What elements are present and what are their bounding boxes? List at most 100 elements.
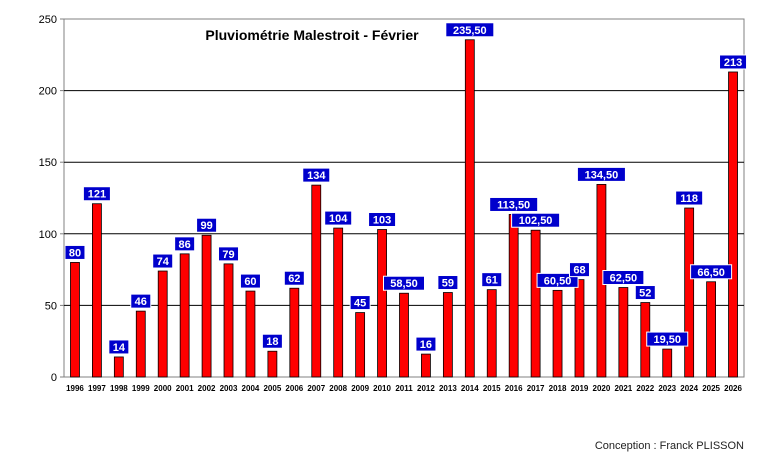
- x-tick-label: 2025: [702, 384, 720, 393]
- data-label-box: [152, 253, 174, 269]
- x-tick-label: 2021: [614, 384, 632, 393]
- y-tick-label: 200: [39, 86, 57, 98]
- bar: [179, 253, 190, 378]
- x-tick-label: 2026: [724, 384, 742, 393]
- data-label: 52: [639, 288, 651, 300]
- data-label: 104: [329, 213, 348, 225]
- bar: [267, 350, 278, 378]
- bar: [223, 263, 234, 378]
- data-label: 18: [266, 336, 278, 348]
- data-label-box: [349, 295, 371, 311]
- x-tick-label: 2010: [373, 384, 391, 393]
- data-label: 134: [307, 170, 326, 182]
- data-label: 61: [486, 275, 498, 287]
- x-axis-ticks: 1996 1997 1998 1999 2000 2001 2002 2003 2004 2005…: [66, 384, 742, 393]
- bar: [201, 234, 212, 378]
- data-label-box: [324, 210, 353, 226]
- bar: [618, 287, 629, 378]
- bar: [464, 39, 475, 378]
- data-label-box: [437, 275, 459, 291]
- x-tick-label: 1997: [88, 384, 106, 393]
- data-label-box: [108, 339, 130, 355]
- data-label: 118: [680, 193, 698, 205]
- bar: [508, 214, 519, 378]
- data-label: 58,50: [390, 278, 418, 290]
- data-label-box: [602, 270, 645, 285]
- x-tick-label: 2003: [220, 384, 238, 393]
- bar: [574, 279, 585, 378]
- x-tick-label: 2004: [242, 384, 260, 393]
- y-tick-label: 100: [39, 229, 57, 241]
- x-tick-label: 2002: [198, 384, 216, 393]
- data-label-box: [481, 272, 503, 288]
- x-tick-label: 2007: [307, 384, 325, 393]
- bar: [684, 207, 695, 378]
- data-labels: 80 121 14 46 74 86 99 79 60 18 62 134 104 45 103 58,50 1…: [64, 22, 748, 355]
- data-label: 80: [69, 247, 81, 259]
- data-label: 45: [354, 298, 366, 310]
- data-label: 60: [244, 276, 256, 288]
- data-label-box: [302, 167, 331, 183]
- x-tick-label: 2014: [461, 384, 479, 393]
- data-label: 213: [724, 57, 742, 69]
- y-tick-label: 250: [39, 14, 57, 26]
- x-tick-label: 2006: [285, 384, 303, 393]
- x-tick-label: 1996: [66, 384, 84, 393]
- data-label-box: [719, 54, 748, 70]
- data-label-box: [646, 331, 689, 347]
- chart-title: Pluviométrie Malestroit - Février: [205, 27, 419, 43]
- data-label-box: [415, 336, 437, 352]
- bar: [135, 310, 146, 378]
- data-label-box: [368, 212, 397, 228]
- data-label-box: [64, 244, 86, 260]
- data-label-box: [218, 246, 240, 262]
- data-label-box: [568, 262, 590, 278]
- data-label-box: [690, 264, 733, 280]
- x-tick-label: 2013: [439, 384, 457, 393]
- data-label-box: [82, 186, 111, 202]
- x-tick-label: 2015: [483, 384, 501, 393]
- bar: [442, 292, 453, 378]
- x-tick-label: 2001: [176, 384, 194, 393]
- bar: [662, 348, 673, 378]
- y-tick-label: 0: [51, 372, 57, 384]
- data-label-box: [283, 270, 305, 286]
- x-tick-label: 2018: [549, 384, 567, 393]
- x-tick-label: 1998: [110, 384, 128, 393]
- data-label-box: [489, 196, 539, 212]
- bar: [113, 356, 124, 378]
- data-label-box: [536, 272, 579, 288]
- x-tick-label: 2005: [263, 384, 281, 393]
- bar: [552, 289, 563, 378]
- data-label: 79: [222, 249, 234, 261]
- x-tick-label: 2011: [395, 384, 413, 393]
- x-tick-label: 2024: [680, 384, 698, 393]
- data-label: 235,50: [453, 25, 487, 37]
- data-label: 68: [573, 265, 585, 277]
- bar: [530, 229, 541, 378]
- data-label: 59: [442, 278, 454, 290]
- data-label: 113,50: [497, 199, 530, 211]
- data-label-box: [445, 22, 495, 38]
- x-tick-label: 2016: [505, 384, 523, 393]
- bar: [92, 203, 102, 378]
- x-tick-label: 2023: [658, 384, 676, 393]
- bar: [377, 229, 387, 378]
- data-label: 86: [179, 239, 191, 251]
- x-tick-label: 2012: [417, 384, 435, 393]
- data-label: 121: [88, 189, 106, 201]
- data-label: 103: [373, 215, 391, 227]
- data-label: 102,50: [519, 215, 553, 227]
- credit-text: Conception : Franck PLISSON: [594, 440, 744, 452]
- bar: [399, 292, 409, 378]
- data-label: 62,50: [610, 273, 638, 285]
- data-label: 46: [135, 296, 147, 308]
- data-label: 19,50: [653, 334, 681, 346]
- data-label-box: [511, 212, 561, 228]
- x-tick-label: 2020: [593, 384, 611, 393]
- bar: [333, 227, 344, 378]
- data-label-box: [239, 273, 261, 289]
- x-tick-label: 2019: [571, 384, 589, 393]
- data-label: 62: [288, 273, 300, 285]
